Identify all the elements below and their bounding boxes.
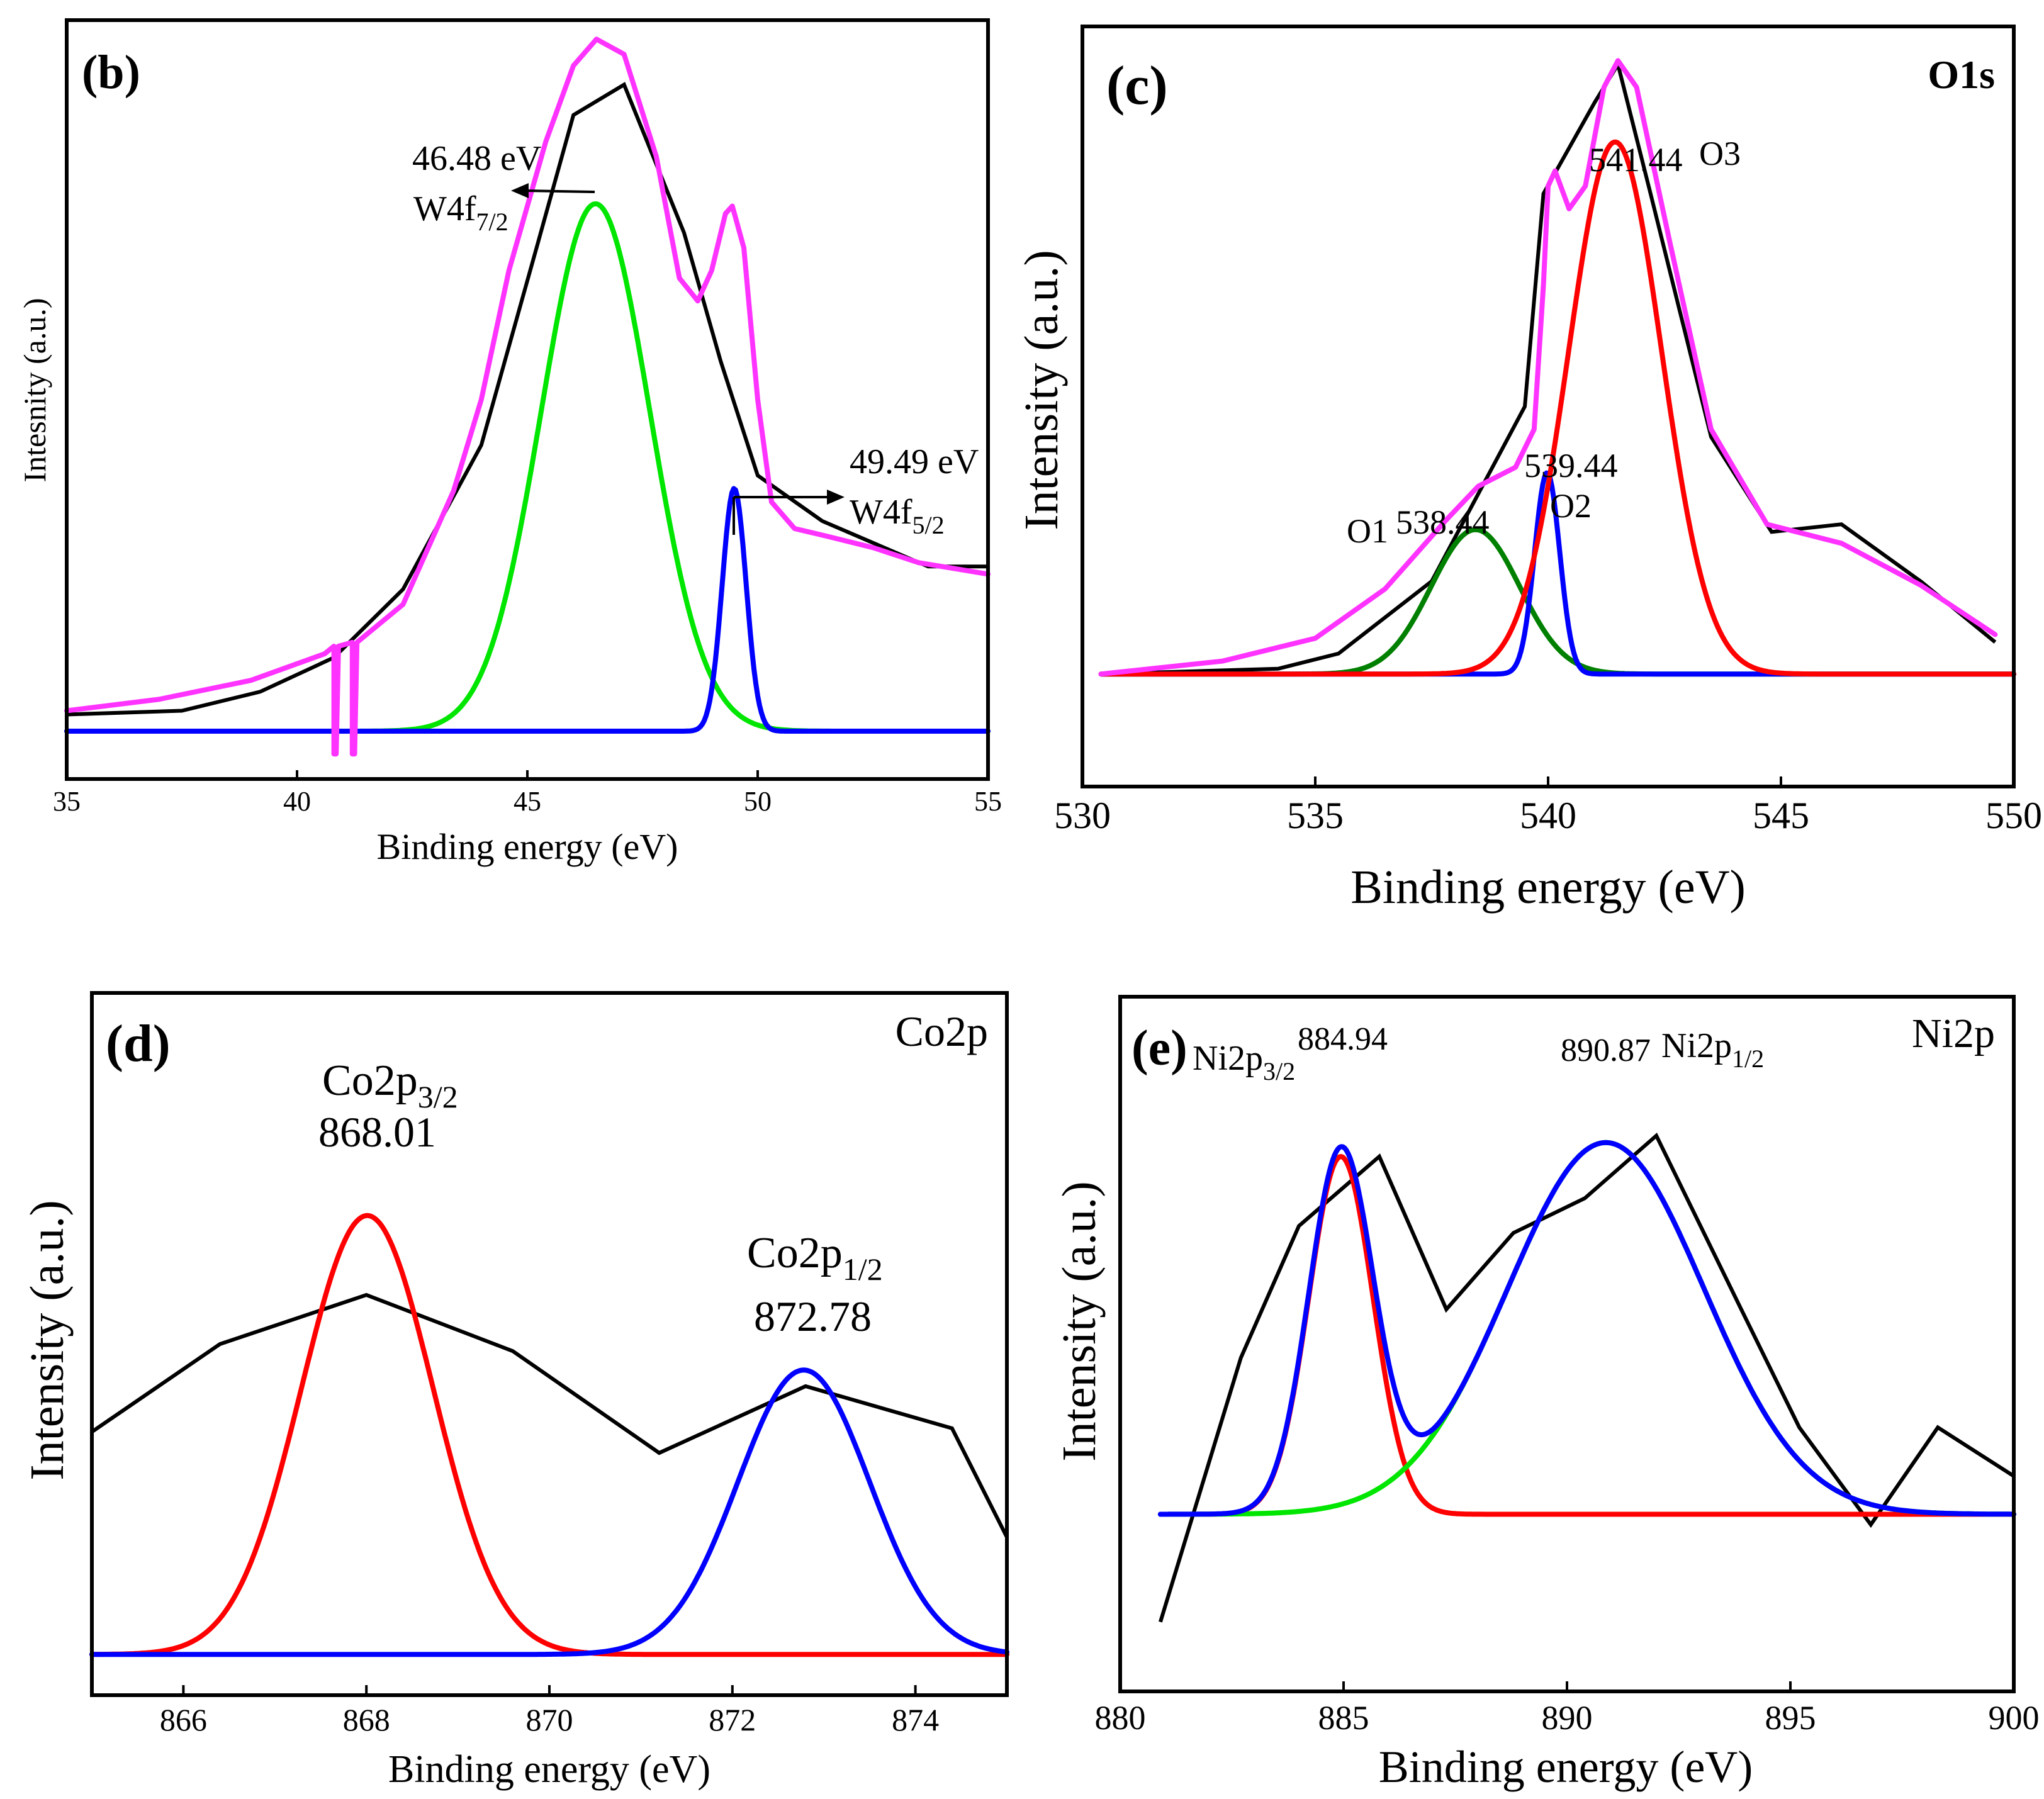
- panel-d-x-axis-label: Binding energy (eV): [388, 1748, 710, 1791]
- annotation-w4f72-arrow: [525, 189, 595, 193]
- panel-c-x-tick-label: 530: [1054, 795, 1111, 836]
- annotation-w4f52-label: W4f5/2: [850, 493, 945, 539]
- annotation-w4f72-label: W4f7/2: [413, 189, 508, 236]
- panel-b-x-tick-label: 55: [974, 786, 1002, 817]
- panel-b-x-tick-label: 35: [53, 786, 81, 817]
- panel-d-plot-frame: [90, 991, 1009, 1697]
- annotation-o2-label: O2: [1550, 487, 1592, 525]
- panel-c-series-envelope: [1098, 58, 1998, 677]
- annotation-o3-label: O3: [1699, 135, 1741, 172]
- annotation-o2-energy: 539.44: [1524, 447, 1618, 485]
- panel-b-x-tick-label: 50: [744, 786, 772, 817]
- panel-e-series-envelope: [1157, 1140, 2016, 1517]
- panel-b-x-axis-label: Binding energy (eV): [377, 826, 678, 867]
- panel-c-x-tick-label: 545: [1753, 795, 1809, 836]
- panel-e-x-tick-label: 885: [1318, 1699, 1369, 1737]
- panel-e-series-ni2p3-2-component: [1157, 1154, 2016, 1517]
- annotation-co2p32-energy: 868.01: [318, 1108, 436, 1156]
- panel-d-series-raw: [91, 1292, 1009, 1538]
- panel-b-label: (b): [82, 46, 140, 99]
- panel-e-x-tick-label: 890: [1542, 1699, 1593, 1737]
- panel-b-series-w4f5-2-component: [64, 486, 991, 734]
- annotation-w4f72-energy: 46.48 eV: [412, 139, 541, 178]
- panel-c-y-axis-label: Intensity (a.u.): [1015, 250, 1068, 530]
- annotation-o1-label: O1: [1347, 512, 1388, 550]
- panel-d-x-tick-label: 870: [526, 1702, 573, 1737]
- annotation-co2p12-label: Co2p1/2: [747, 1229, 883, 1287]
- panel-d-x-tick-label: 872: [709, 1702, 756, 1737]
- annotation-w4f52-arrowhead: [827, 490, 845, 505]
- panel-c-o1s: 530 535 540 545 550 (c) O1s Binding energy (…: [1015, 25, 2042, 914]
- panel-e-element-label: Ni2p: [1912, 1011, 1995, 1056]
- panel-d-series-co2p1-2-component: [89, 1367, 1009, 1657]
- panel-b-x-tick-label: 45: [514, 786, 541, 817]
- panel-c-curves: [1098, 58, 2016, 677]
- panel-c-x-ticks: 530 535 540 545 550: [1054, 776, 2042, 836]
- panel-d-co2p: 866 868 870 872 874 (d) Co2p Binding energy …: [21, 991, 1009, 1791]
- panel-e-x-axis-label: Binding energy (eV): [1379, 1742, 1753, 1792]
- annotation-ni2p12-energy: 890.87: [1561, 1033, 1651, 1068]
- panel-c-x-tick-label: 540: [1520, 795, 1576, 836]
- annotation-co2p32-label: Co2p3/2: [322, 1056, 458, 1114]
- annotation-o3-energy: 541.44: [1589, 141, 1683, 179]
- annotation-w4f72-arrowhead: [511, 183, 529, 198]
- panel-b-x-ticks: 35 40 45 50 55: [53, 770, 1002, 817]
- panel-e-x-tick-label: 895: [1765, 1699, 1816, 1737]
- panel-c-series-raw: [1101, 59, 1997, 676]
- panel-e-ni2p: 880 885 890 895 900 (e) Ni2p Binding energy …: [1053, 995, 2040, 1792]
- panel-e-series-raw: [1159, 1132, 2015, 1623]
- annotation-o1-energy: 538.44: [1396, 503, 1490, 541]
- panel-d-series-co2p3-2-component: [89, 1213, 1009, 1657]
- panel-e-y-axis-label: Intensity (a.u.): [1053, 1181, 1106, 1461]
- panel-e-x-tick-label: 880: [1095, 1699, 1146, 1737]
- panel-d-x-tick-label: 874: [892, 1702, 939, 1737]
- panel-b-w4f: 35 40 45 50 55 (b) Binding energy (eV) Intes…: [17, 18, 1002, 867]
- panel-b-plot-frame: [65, 18, 990, 781]
- panel-b-series-envelope: [64, 36, 991, 757]
- panel-c-label: (c): [1106, 55, 1168, 116]
- annotation-ni2p32-label: Ni2p3/2: [1193, 1039, 1295, 1085]
- panel-d-label: (d): [106, 1014, 171, 1073]
- annotation-w4f52-energy: 49.49 eV: [850, 442, 979, 481]
- annotation-ni2p12-label: Ni2p1/2: [1661, 1026, 1764, 1073]
- panel-e-x-tick-label: 900: [1989, 1699, 2040, 1737]
- panel-d-element-label: Co2p: [896, 1007, 988, 1055]
- panel-c-x-tick-label: 535: [1287, 795, 1344, 836]
- annotation-co2p12-energy: 872.78: [754, 1292, 872, 1340]
- annotation-ni2p32-energy: 884.94: [1298, 1021, 1388, 1057]
- panel-c-element-label: O1s: [1928, 52, 1995, 97]
- panel-b-y-axis-label: Intesnity (a.u.): [17, 298, 52, 483]
- panel-d-x-ticks: 866 868 870 872 874: [160, 1685, 939, 1737]
- panel-e-x-ticks: 880 885 890 895 900: [1095, 1681, 2040, 1737]
- panel-c-series-o3-component: [1098, 139, 2016, 677]
- panel-e-label: (e): [1132, 1021, 1188, 1076]
- panel-b-series-raw: [66, 82, 988, 717]
- panel-e-plot-frame: [1118, 995, 2016, 1693]
- panel-d-x-tick-label: 866: [160, 1702, 207, 1737]
- panel-c-x-axis-label: Binding energy (eV): [1350, 861, 1746, 914]
- panel-b-curves: [64, 36, 991, 757]
- panel-e-curves: [1157, 1132, 2016, 1623]
- panel-d-x-tick-label: 868: [343, 1702, 390, 1737]
- panel-d-curves: [89, 1213, 1009, 1657]
- panel-b-x-tick-label: 40: [283, 786, 311, 817]
- panel-d-y-axis-label: Intensity (a.u.): [21, 1200, 74, 1480]
- panel-c-x-tick-label: 550: [1985, 795, 2042, 836]
